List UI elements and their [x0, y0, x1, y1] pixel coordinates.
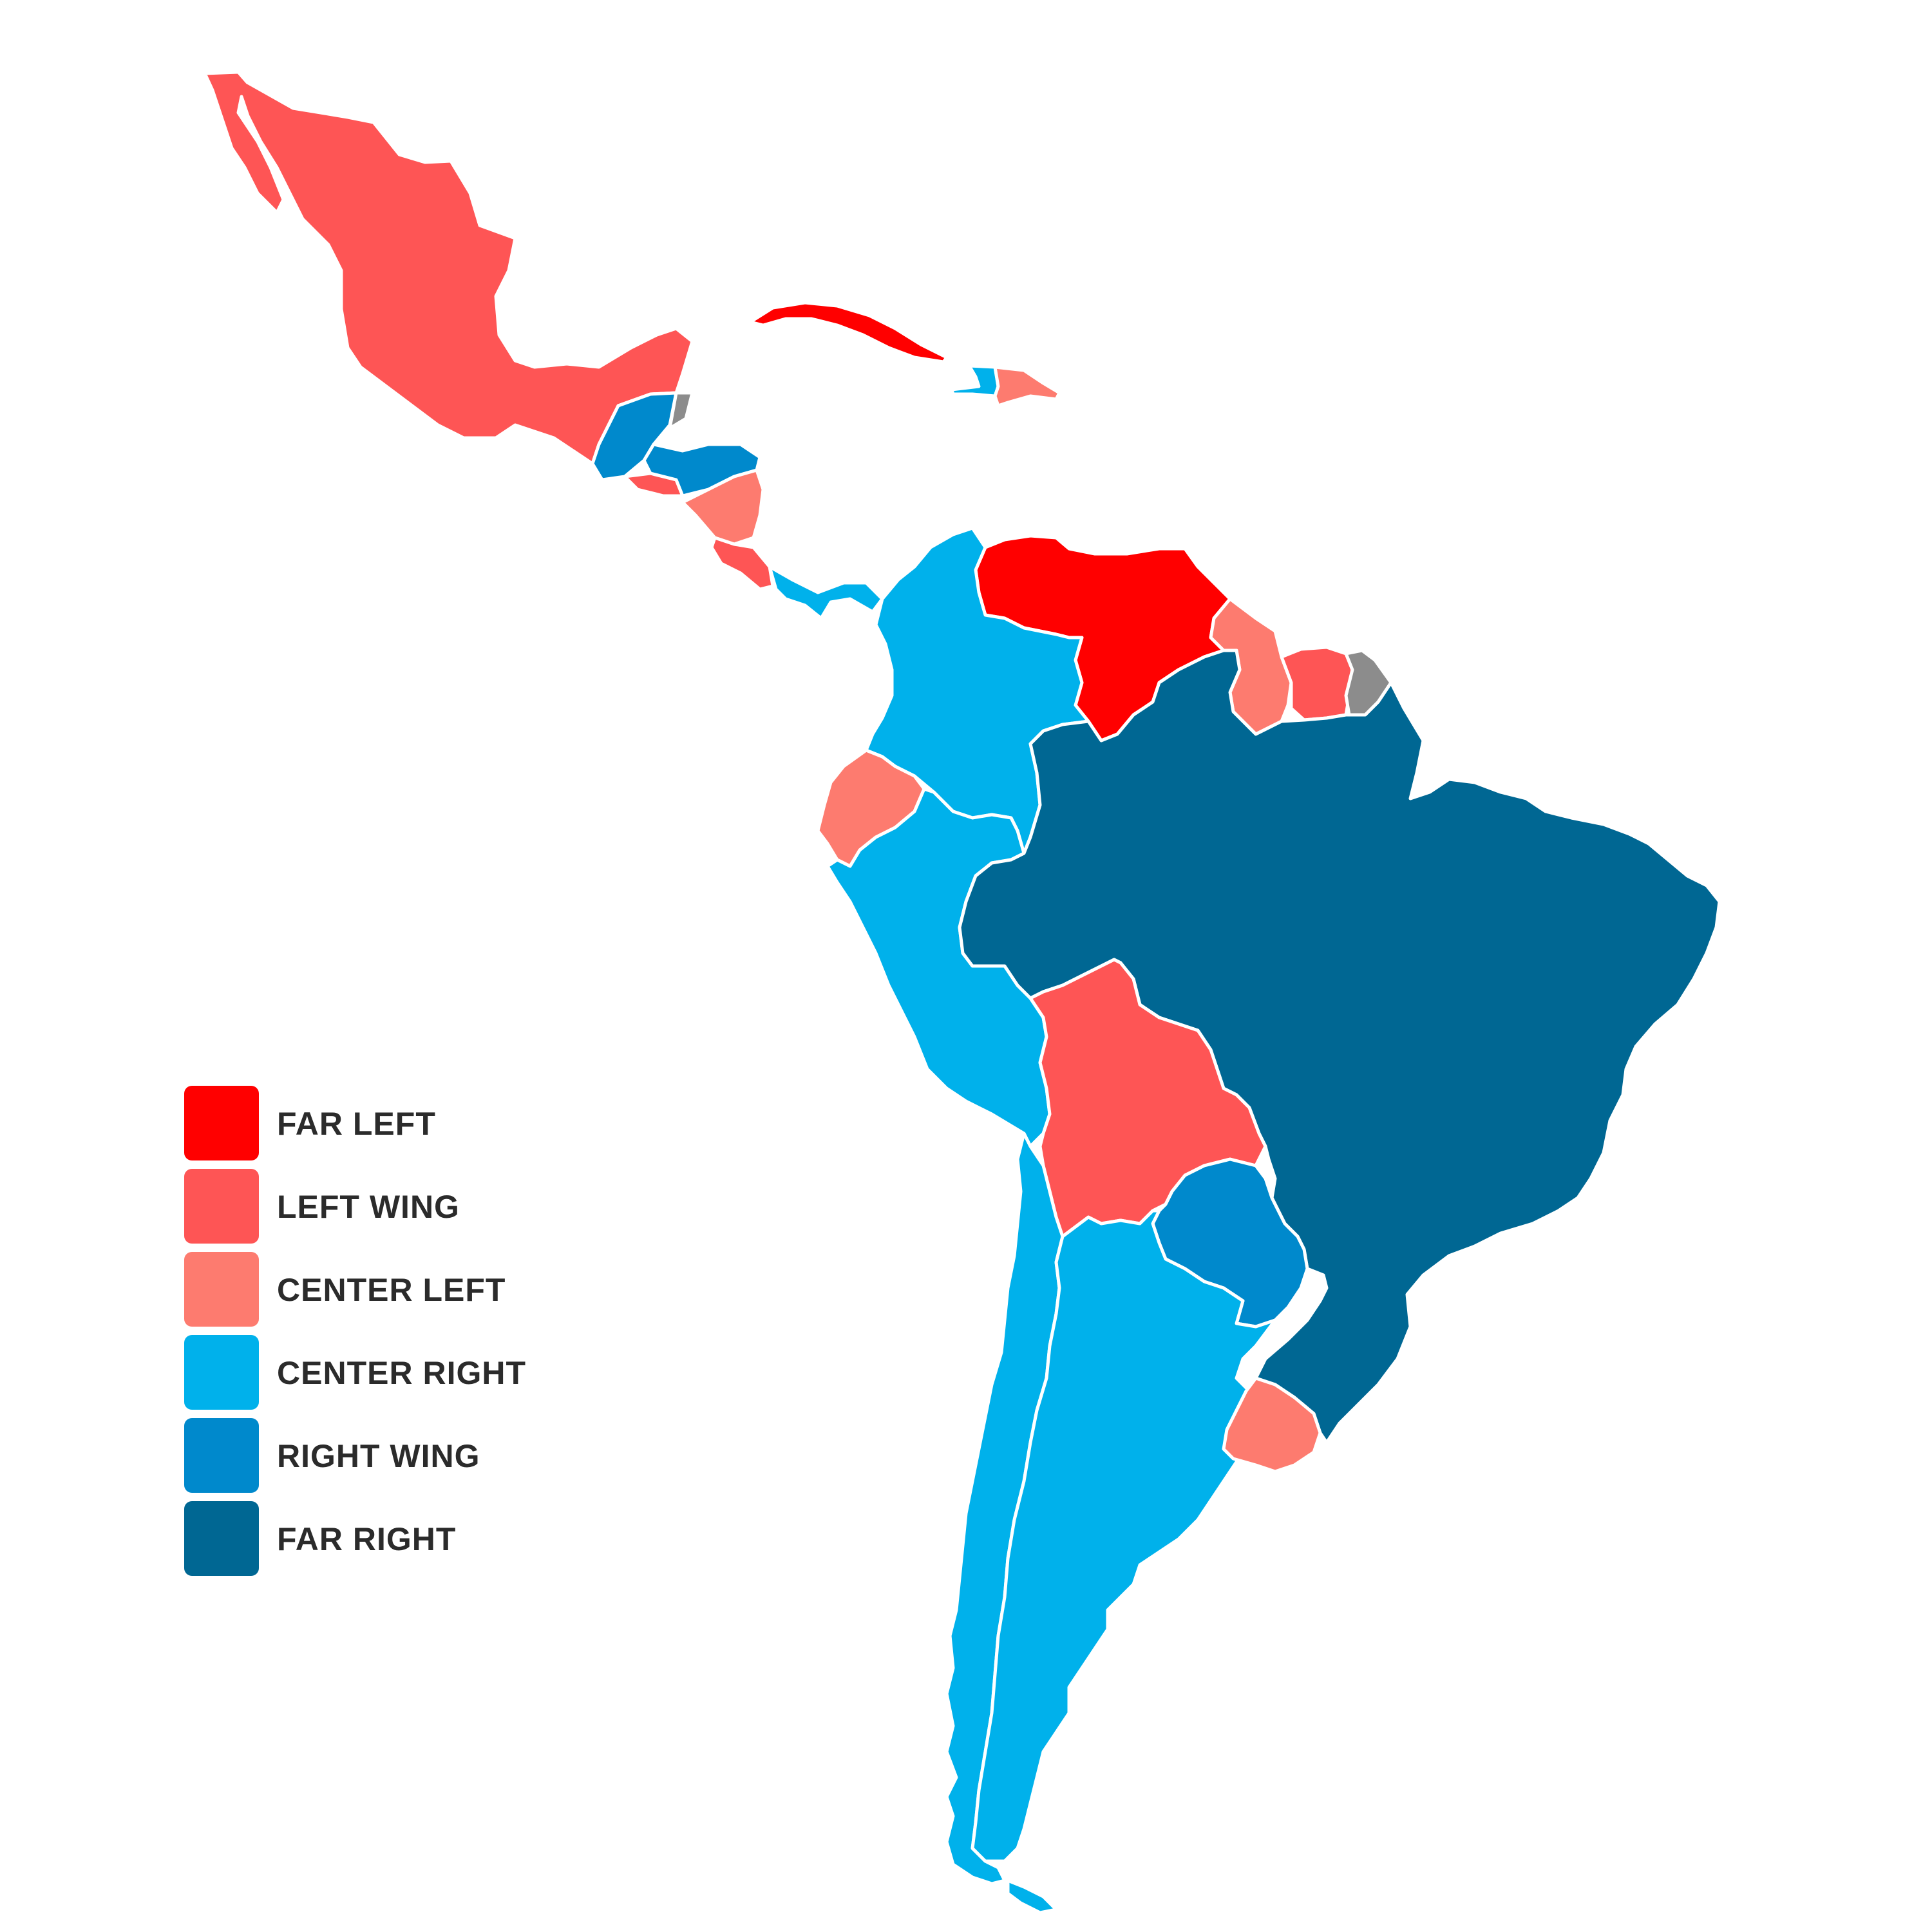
legend-item-far-right: FAR RIGHT [184, 1501, 635, 1576]
legend-label-center-left: CENTER LEFT [277, 1272, 506, 1308]
region-nicaragua [681, 468, 765, 546]
legend-item-far-left: FAR LEFT [184, 1086, 635, 1160]
legend-swatch-right-wing [184, 1418, 259, 1493]
region-haiti [950, 364, 1000, 398]
region-costa-rica [710, 536, 775, 591]
region-argentina [971, 1209, 1277, 1863]
legend-swatch-left-wing [184, 1169, 259, 1244]
legend-item-right-wing: RIGHT WING [184, 1418, 635, 1493]
legend-label-far-left: FAR LEFT [277, 1106, 436, 1142]
region-dominican-republic [993, 365, 1061, 408]
legend-label-right-wing: RIGHT WING [277, 1438, 480, 1474]
legend-item-center-left: CENTER LEFT [184, 1252, 635, 1327]
region-belize [668, 391, 694, 430]
region-panama [768, 565, 884, 620]
legend-item-left-wing: LEFT WING [184, 1169, 635, 1244]
legend: FAR LEFT LEFT WING CENTER LEFT CENTER RI… [184, 1086, 635, 1584]
legend-item-center-right: CENTER RIGHT [184, 1335, 635, 1410]
region-argentina-tierra-del-fuego [1006, 1879, 1058, 1915]
region-uruguay [1222, 1376, 1322, 1473]
region-cuba [748, 301, 949, 364]
legend-swatch-far-right [184, 1501, 259, 1576]
legend-label-far-right: FAR RIGHT [277, 1521, 457, 1557]
legend-label-left-wing: LEFT WING [277, 1189, 460, 1225]
region-mexico [203, 70, 694, 466]
legend-swatch-center-left [184, 1252, 259, 1327]
region-guatemala [591, 391, 678, 482]
legend-label-center-right: CENTER RIGHT [277, 1355, 526, 1391]
legend-swatch-far-left [184, 1086, 259, 1160]
region-suriname [1280, 645, 1354, 722]
legend-swatch-center-right [184, 1335, 259, 1410]
